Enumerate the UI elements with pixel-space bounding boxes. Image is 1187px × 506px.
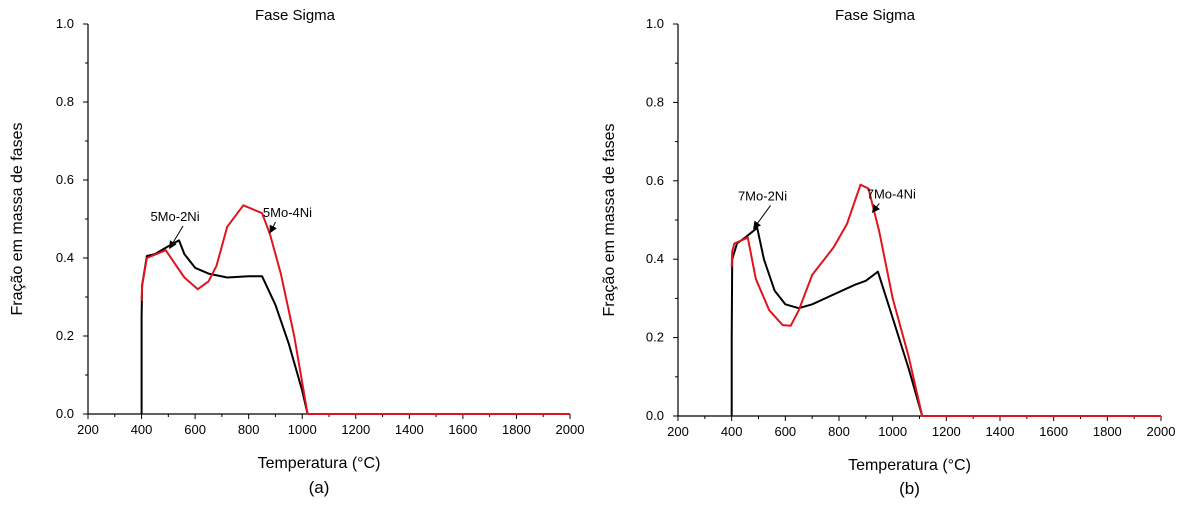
x-tick-label: 800 bbox=[238, 422, 260, 437]
y-tick-label: 0.8 bbox=[646, 94, 664, 109]
x-tick-label: 1400 bbox=[395, 422, 424, 437]
chart-title: Fase Sigma bbox=[255, 7, 336, 24]
x-tick-label: 1800 bbox=[502, 422, 531, 437]
x-axis-title: Temperatura (°C) bbox=[258, 455, 381, 472]
y-tick-label: 0.0 bbox=[646, 408, 664, 423]
series-line-5mo-2ni bbox=[140, 239, 309, 415]
x-tick-label: 600 bbox=[774, 424, 796, 439]
y-axis-title: Fração em massa de fases bbox=[9, 123, 26, 316]
x-tick-label: 400 bbox=[721, 424, 743, 439]
y-tick-label: 1.0 bbox=[646, 16, 664, 31]
y-tick-label: 0.6 bbox=[646, 173, 664, 188]
x-tick-label: 200 bbox=[77, 422, 99, 437]
x-tick-label: 1200 bbox=[341, 422, 370, 437]
series-line-7mo-2ni bbox=[730, 226, 924, 417]
y-tick-label: 0.2 bbox=[646, 330, 664, 345]
x-axis-title: Temperatura (°C) bbox=[848, 457, 971, 474]
y-axis-title: Fração em massa de fases bbox=[601, 124, 618, 317]
annotation-label: 5Mo-2Ni bbox=[150, 209, 199, 224]
series-line-5mo-4ni bbox=[140, 204, 570, 415]
x-tick-label: 1000 bbox=[288, 422, 317, 437]
x-tick-label: 1000 bbox=[878, 424, 907, 439]
y-tick-label: 0.4 bbox=[56, 250, 74, 265]
x-tick-label: 200 bbox=[667, 424, 689, 439]
annotation-arrow bbox=[753, 205, 771, 230]
panel-label: (b) bbox=[899, 479, 920, 498]
x-tick-label: 2000 bbox=[1147, 424, 1176, 439]
x-tick-label: 400 bbox=[131, 422, 153, 437]
panel-label: (a) bbox=[309, 478, 330, 497]
y-tick-label: 0.4 bbox=[646, 251, 664, 266]
y-tick-label: 0.0 bbox=[56, 406, 74, 421]
x-tick-label: 1200 bbox=[932, 424, 961, 439]
y-tick-label: 0.8 bbox=[56, 94, 74, 109]
y-tick-label: 0.6 bbox=[56, 172, 74, 187]
x-tick-label: 1800 bbox=[1093, 424, 1122, 439]
annotation-arrow bbox=[269, 221, 277, 234]
x-tick-label: 600 bbox=[184, 422, 206, 437]
x-tick-label: 2000 bbox=[556, 422, 585, 437]
x-tick-label: 800 bbox=[828, 424, 850, 439]
series-line-7mo-4ni bbox=[730, 183, 1161, 417]
annotation-label: 7Mo-4Ni bbox=[867, 186, 916, 201]
annotation-arrow bbox=[169, 225, 184, 250]
x-tick-label: 1400 bbox=[986, 424, 1015, 439]
annotation-arrow bbox=[871, 203, 880, 213]
y-tick-label: 1.0 bbox=[56, 16, 74, 31]
annotation-label: 7Mo-2Ni bbox=[738, 188, 787, 203]
chart-title: Fase Sigma bbox=[835, 7, 916, 24]
y-tick-label: 0.2 bbox=[56, 328, 74, 343]
x-tick-label: 1600 bbox=[448, 422, 477, 437]
annotation-label: 5Mo-4Ni bbox=[263, 205, 312, 220]
x-tick-label: 1600 bbox=[1039, 424, 1068, 439]
